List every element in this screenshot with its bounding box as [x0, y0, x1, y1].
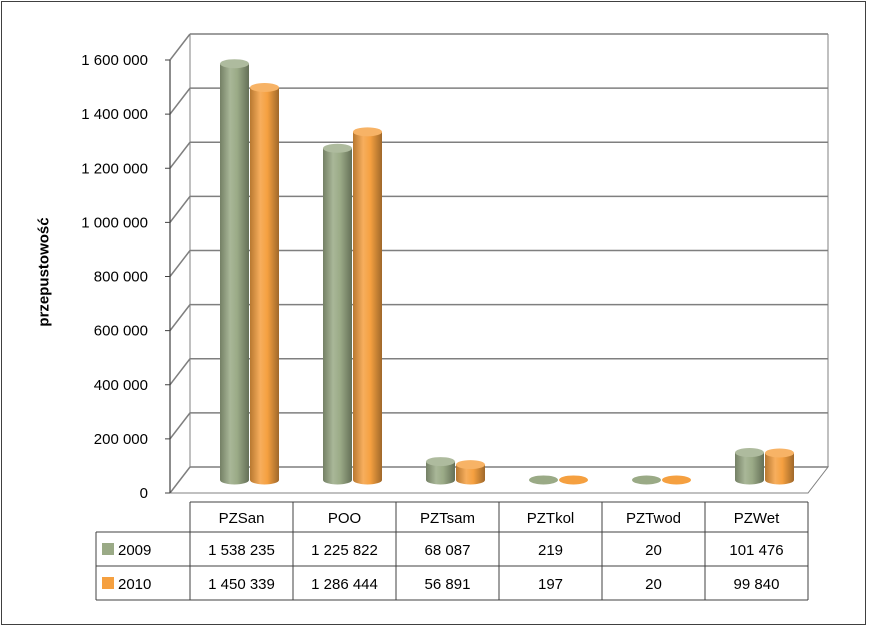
table-value: 1 286 444	[311, 576, 378, 593]
gridline-side	[169, 250, 191, 277]
y-tick-label: 200 000	[94, 431, 148, 448]
bar-top-2009-PZSan	[220, 59, 249, 69]
category-label: PZTsam	[420, 510, 475, 527]
bar-top-2010-PZTkol	[559, 475, 588, 485]
table-value: 68 087	[425, 542, 471, 559]
table-value: 1 225 822	[311, 542, 378, 559]
gridline-side	[169, 304, 191, 332]
bar-top-2010-PZWet	[765, 448, 794, 458]
y-axis-label: przepustowość	[35, 217, 53, 327]
bar-top-2009-PZTsam	[426, 457, 455, 467]
y-tick-label: 1 200 000	[81, 160, 148, 177]
table-value: 219	[538, 542, 563, 559]
bar-2009-PZWet	[735, 452, 764, 485]
y-tick-label: 400 000	[94, 377, 148, 394]
category-label: PZWet	[734, 510, 780, 527]
legend-label: 2010	[118, 576, 151, 593]
bar-2009-PZSan	[220, 63, 249, 485]
y-tick-label: 600 000	[94, 323, 148, 340]
gridline-side	[169, 87, 191, 115]
gridline-side	[169, 358, 191, 386]
table-value: 1 450 339	[208, 576, 275, 593]
category-label: POO	[328, 510, 361, 527]
legend-swatch-2010	[102, 577, 114, 589]
gridline-side	[169, 466, 191, 494]
category-label: PZTkol	[527, 510, 575, 527]
y-tick-label: 1 600 000	[81, 52, 148, 69]
legend-label: 2009	[118, 542, 151, 559]
bar-2010-PZTsam	[456, 464, 485, 485]
bar-top-2010-POO	[353, 127, 382, 137]
table-value: 197	[538, 576, 563, 593]
table-value: 1 538 235	[208, 542, 275, 559]
table-value: 101 476	[729, 542, 783, 559]
table-value: 20	[645, 576, 662, 593]
y-tick-label: 1 000 000	[81, 214, 148, 231]
y-tick-label: 1 400 000	[81, 106, 148, 123]
table-value: 99 840	[734, 576, 780, 593]
gridline-side	[169, 141, 191, 169]
bar-2010-PZSan	[250, 87, 279, 485]
bar-top-2009-PZWet	[735, 448, 764, 458]
category-label: PZTwod	[626, 510, 681, 527]
table-value: 56 891	[425, 576, 471, 593]
legend-swatch-2009	[102, 543, 114, 555]
bar-2010-POO	[353, 131, 382, 485]
y-tick-label: 800 000	[94, 269, 148, 286]
bar-top-2010-PZSan	[250, 83, 279, 93]
y-tick-label: 0	[140, 485, 148, 502]
table-value: 20	[645, 542, 662, 559]
bar-top-2010-PZTsam	[456, 460, 485, 470]
gridline-side	[169, 195, 191, 223]
bar-2009-PZTsam	[426, 461, 455, 485]
gridline-side	[169, 33, 191, 61]
bar-2009-POO	[323, 148, 352, 485]
bar-top-2009-PZTkol	[529, 475, 558, 485]
bar-2010-PZWet	[765, 452, 794, 485]
bar-top-2010-PZTwod	[662, 475, 691, 485]
category-label: PZSan	[219, 510, 265, 527]
gridline-side	[169, 412, 191, 440]
bar-top-2009-POO	[323, 143, 352, 153]
bar-top-2009-PZTwod	[632, 475, 661, 485]
